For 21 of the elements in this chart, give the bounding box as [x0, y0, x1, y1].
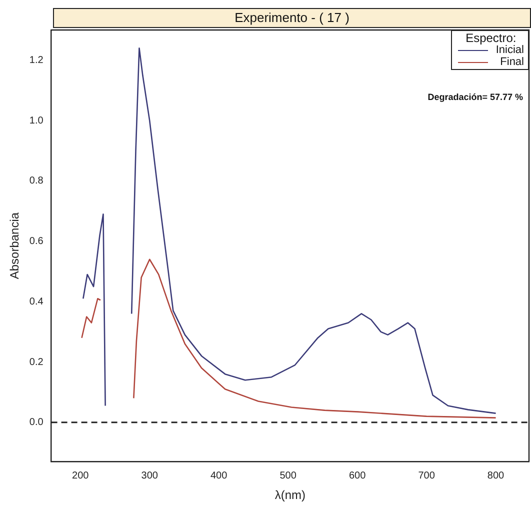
- legend-label: Inicial: [496, 44, 524, 56]
- y-tick-label: 0.4: [29, 296, 44, 308]
- y-tick-label: 0.6: [29, 236, 44, 248]
- x-tick-label: 700: [418, 470, 436, 482]
- x-tick-label: 400: [210, 470, 228, 482]
- x-tick-label: 600: [348, 470, 366, 482]
- y-axis-title: Absorbancia: [8, 212, 22, 280]
- chart-title: Experimento - ( 17 ): [53, 8, 531, 28]
- annotation: Degradación= 57.77 %: [428, 92, 523, 102]
- x-tick-label: 500: [280, 470, 297, 482]
- y-tick-label: 0.0: [29, 417, 44, 428]
- y-tick-label: 1.0: [29, 115, 44, 126]
- legend-title: Espectro:: [464, 31, 518, 45]
- y-tick-label: 1.2: [29, 54, 44, 66]
- x-tick-label: 200: [72, 470, 90, 482]
- x-tick-label: 300: [141, 470, 158, 482]
- y-tick-label: 0.2: [29, 356, 44, 368]
- y-tick-label: 0.8: [29, 176, 44, 187]
- legend-label: Final: [500, 56, 524, 68]
- x-axis-title: λ(nm): [274, 488, 306, 502]
- x-tick-label: 800: [487, 470, 505, 482]
